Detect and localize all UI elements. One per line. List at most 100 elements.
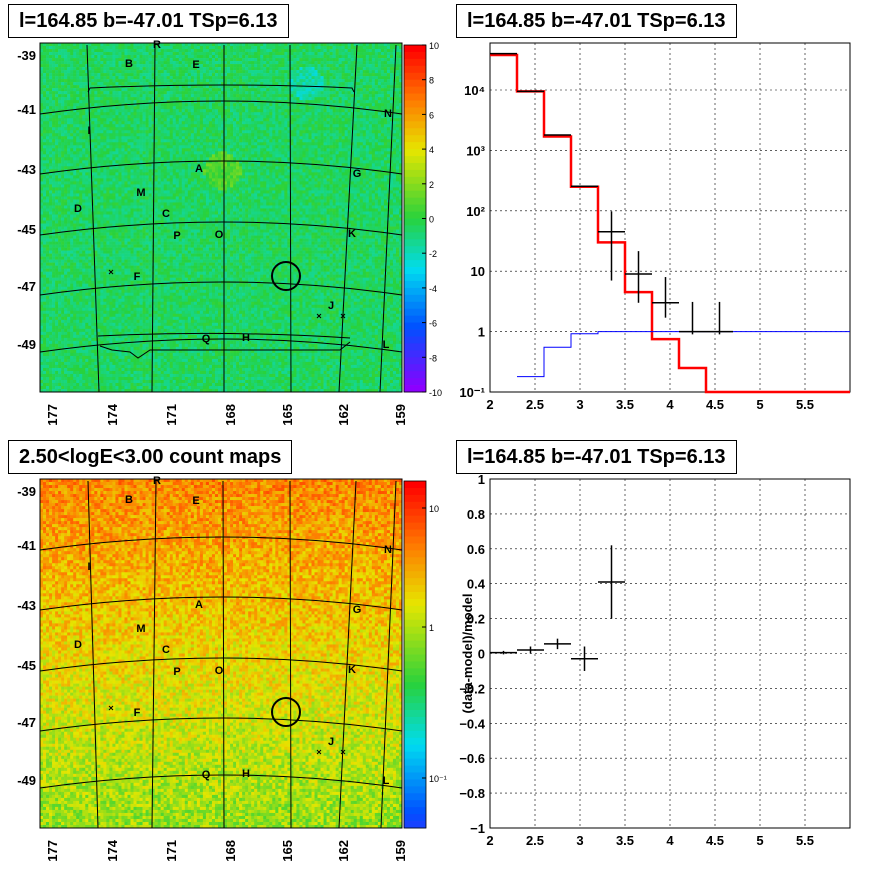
heatmap-pixel <box>305 127 309 131</box>
heatmap-pixel <box>242 118 246 122</box>
heatmap-pixel <box>275 115 279 119</box>
heatmap-pixel <box>142 142 146 146</box>
heatmap-pixel <box>311 94 315 98</box>
heatmap-pixel <box>178 88 183 92</box>
heatmap-pixel <box>46 142 50 146</box>
heatmap-pixel <box>266 157 270 161</box>
heatmap-pixel <box>350 55 355 59</box>
heatmap-pixel <box>49 139 53 143</box>
heatmap-pixel <box>224 79 228 83</box>
heatmap-pixel <box>76 112 80 116</box>
heatmap-pixel <box>317 55 321 59</box>
heatmap-pixel <box>151 49 155 53</box>
heatmap-pixel <box>311 136 315 140</box>
heatmap-pixel <box>302 79 306 83</box>
heatmap-pixel <box>148 160 152 164</box>
heatmap-pixel <box>260 121 264 125</box>
heatmap-pixel <box>365 100 370 104</box>
heatmap-pixel <box>121 130 125 134</box>
heatmap-pixel <box>383 112 388 116</box>
heatmap-pixel <box>70 55 74 59</box>
heatmap-pixel <box>70 61 74 65</box>
heatmap-pixel <box>88 145 92 149</box>
heatmap-pixel <box>199 151 204 155</box>
heatmap-pixel <box>242 58 246 62</box>
heatmap-pixel <box>299 85 303 89</box>
heatmap-pixel <box>151 157 155 161</box>
heatmap-pixel <box>73 43 77 47</box>
heatmap-pixel <box>169 145 174 149</box>
heatmap-pixel <box>293 127 297 131</box>
heatmap-pixel <box>199 163 204 167</box>
heatmap-pixel <box>145 118 149 122</box>
heatmap-pixel <box>196 76 201 80</box>
heatmap-pixel <box>347 43 352 47</box>
heatmap-pixel <box>245 136 249 140</box>
heatmap-pixel <box>386 55 391 59</box>
heatmap-pixel <box>263 82 267 86</box>
heatmap-pixel <box>109 151 113 155</box>
heatmap-pixel <box>380 157 385 161</box>
heatmap-pixel <box>311 49 315 53</box>
heatmap-pixel <box>371 94 376 98</box>
heatmap-pixel <box>257 49 261 53</box>
heatmap-pixel <box>320 82 324 86</box>
heatmap-pixel <box>302 46 306 50</box>
heatmap-pixel <box>94 130 98 134</box>
heatmap-pixel <box>67 52 71 56</box>
heatmap-pixel <box>350 58 355 62</box>
heatmap-pixel <box>326 118 330 122</box>
heatmap-pixel <box>245 160 249 164</box>
heatmap-pixel <box>368 97 373 101</box>
heatmap-pixel <box>133 97 137 101</box>
heatmap-pixel <box>199 85 204 89</box>
heatmap-pixel <box>239 82 243 86</box>
heatmap-pixel <box>106 94 110 98</box>
heatmap-pixel <box>52 118 56 122</box>
heatmap-pixel <box>272 70 276 74</box>
heatmap-pixel <box>40 49 44 53</box>
heatmap-pixel <box>202 46 207 50</box>
heatmap-pixel <box>284 67 288 71</box>
heatmap-pixel <box>67 85 71 89</box>
heatmap-pixel <box>160 142 164 146</box>
heatmap-pixel <box>157 127 161 131</box>
heatmap-pixel <box>275 136 279 140</box>
heatmap-pixel <box>377 148 382 152</box>
heatmap-pixel <box>323 133 327 137</box>
heatmap-pixel <box>91 76 95 80</box>
heatmap-pixel <box>208 112 213 116</box>
heatmap-pixel <box>338 49 342 53</box>
heatmap-pixel <box>299 73 303 77</box>
heatmap-pixel <box>40 79 44 83</box>
heatmap-pixel <box>365 73 370 77</box>
heatmap-pixel <box>40 94 44 98</box>
heatmap-pixel <box>305 115 309 119</box>
heatmap-pixel <box>266 103 270 107</box>
heatmap-pixel <box>323 157 327 161</box>
heatmap-pixel <box>202 136 207 140</box>
heatmap-pixel <box>46 76 50 80</box>
heatmap-pixel <box>221 151 225 155</box>
heatmap-pixel <box>338 112 342 116</box>
heatmap-pixel <box>338 133 342 137</box>
heatmap-pixel <box>350 145 355 149</box>
heatmap-pixel <box>115 49 119 53</box>
heatmap-pixel <box>377 67 382 71</box>
heatmap-pixel <box>169 46 174 50</box>
heatmap-pixel <box>118 64 122 68</box>
heatmap-pixel <box>329 46 333 50</box>
heatmap-pixel <box>365 67 370 71</box>
heatmap-pixel <box>359 91 364 95</box>
heatmap-pixel <box>46 106 50 110</box>
heatmap-pixel <box>97 166 101 170</box>
heatmap-pixel <box>109 103 113 107</box>
heatmap-pixel <box>184 103 189 107</box>
heatmap-pixel <box>67 145 71 149</box>
heatmap-pixel <box>230 142 234 146</box>
heatmap-pixel <box>377 79 382 83</box>
heatmap-pixel <box>169 43 174 47</box>
heatmap-pixel <box>281 100 285 104</box>
heatmap-pixel <box>136 94 140 98</box>
heatmap-pixel <box>224 112 228 116</box>
